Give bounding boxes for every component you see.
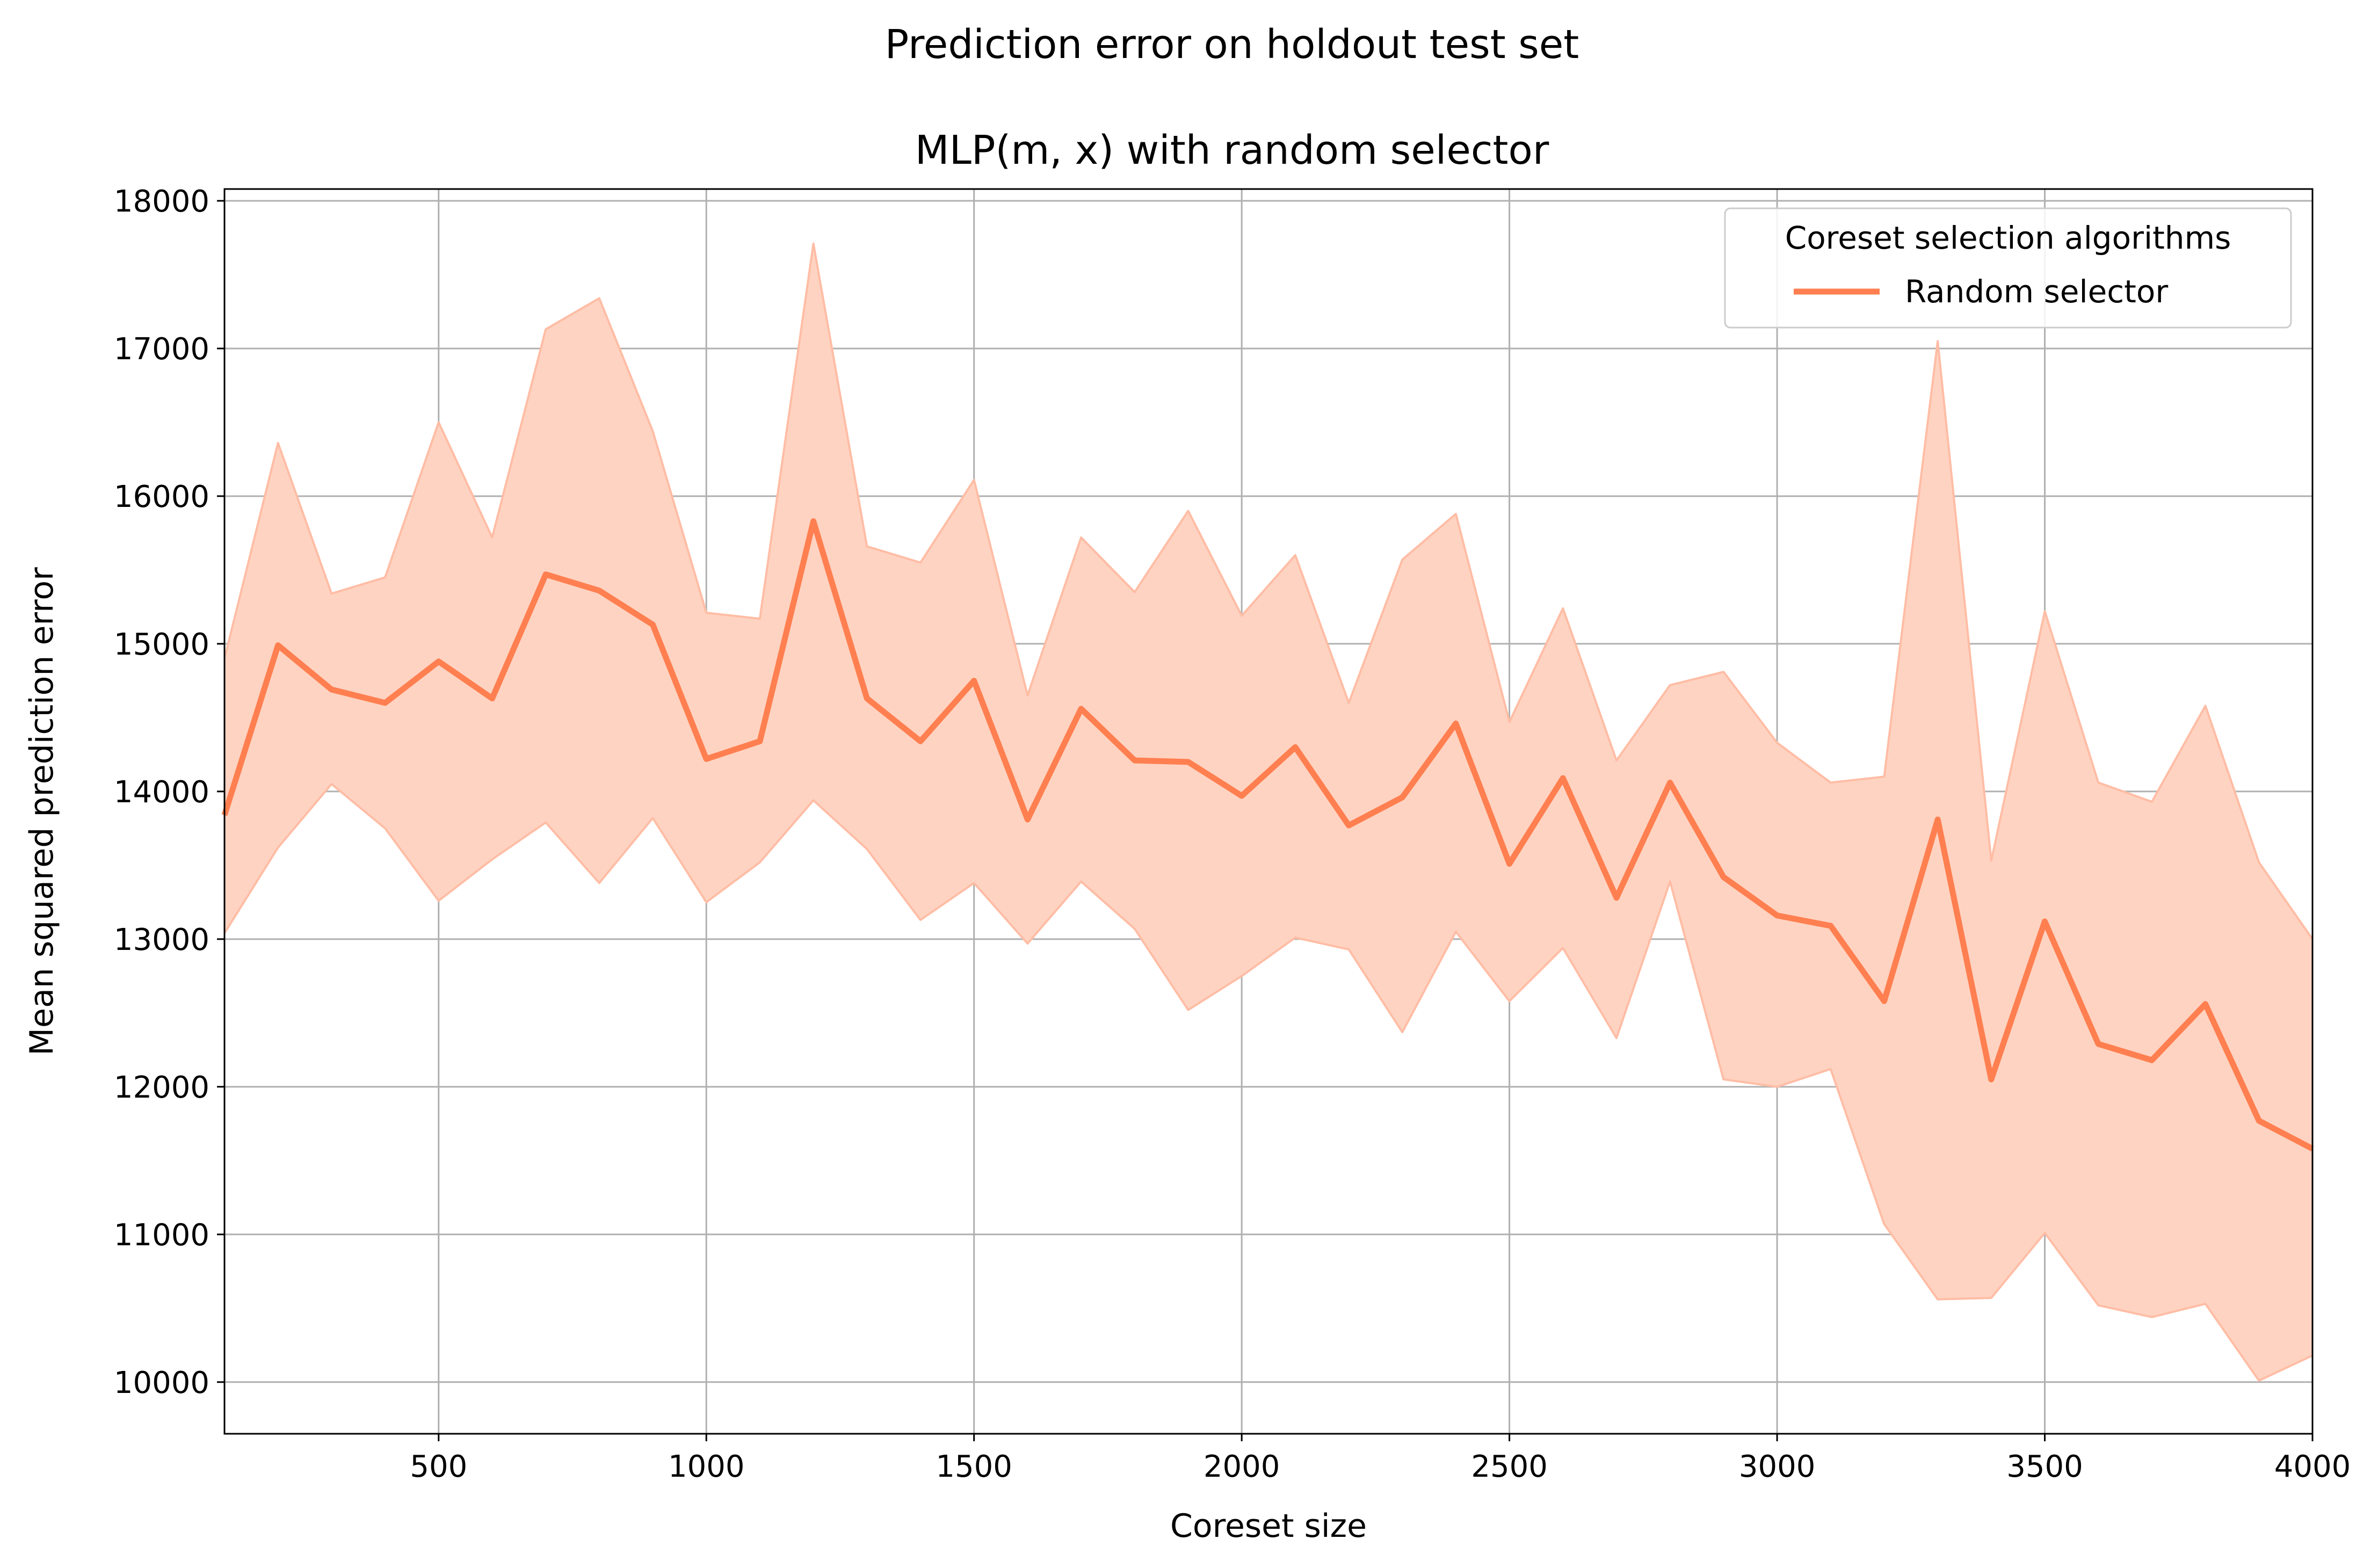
chart-suptitle: Prediction error on holdout test set — [885, 21, 1579, 68]
y-axis-ticks: 10000 11000 12000 13000 14000 15000 16000 17000… — [114, 184, 224, 1400]
chart-title: MLP(m, x) with random selector — [915, 127, 1549, 173]
legend-label-random-selector: Random selector — [1905, 273, 2168, 310]
x-tick-label: 2500 — [1471, 1449, 1548, 1484]
y-axis-label: Mean squared prediction error — [23, 567, 61, 1056]
x-tick-label: 4000 — [2274, 1449, 2351, 1484]
confidence-band-lower-edge — [223, 783, 2313, 1382]
legend-box — [1724, 207, 2292, 329]
series-line-random-selector — [221, 518, 2314, 1152]
y-tick-label: 16000 — [114, 480, 209, 514]
plot-area-frame — [223, 188, 2314, 1435]
legend-title: Coreset selection algorithms — [1785, 220, 2231, 256]
confidence-band-upper-edge — [223, 242, 2314, 940]
y-tick-label: 12000 — [114, 1070, 209, 1105]
y-tick-label: 10000 — [114, 1366, 209, 1400]
x-tick-label: 500 — [410, 1449, 467, 1484]
confidence-band — [223, 242, 2314, 1382]
y-tick-label: 15000 — [114, 627, 209, 662]
x-tick-label: 1500 — [936, 1449, 1012, 1484]
confidence-band-area — [224, 243, 2312, 1381]
x-axis-ticks: 500 1000 1500 2000 2500 3000 3500 4000 — [410, 1434, 2351, 1484]
x-tick-label: 3500 — [2006, 1449, 2083, 1484]
y-tick-label: 17000 — [114, 332, 209, 367]
x-tick-label: 3000 — [1739, 1449, 1816, 1484]
x-tick-label: 2000 — [1204, 1449, 1280, 1484]
x-tick-label: 1000 — [668, 1449, 745, 1484]
y-tick-label: 18000 — [114, 184, 209, 219]
legend: Coreset selection algorithms Random sele… — [1724, 207, 2292, 329]
y-tick-label: 13000 — [114, 923, 209, 957]
y-tick-label: 11000 — [114, 1218, 209, 1253]
x-axis-label: Coreset size — [1170, 1507, 1367, 1545]
series-lines — [221, 518, 2314, 1152]
y-tick-label: 14000 — [114, 775, 209, 810]
